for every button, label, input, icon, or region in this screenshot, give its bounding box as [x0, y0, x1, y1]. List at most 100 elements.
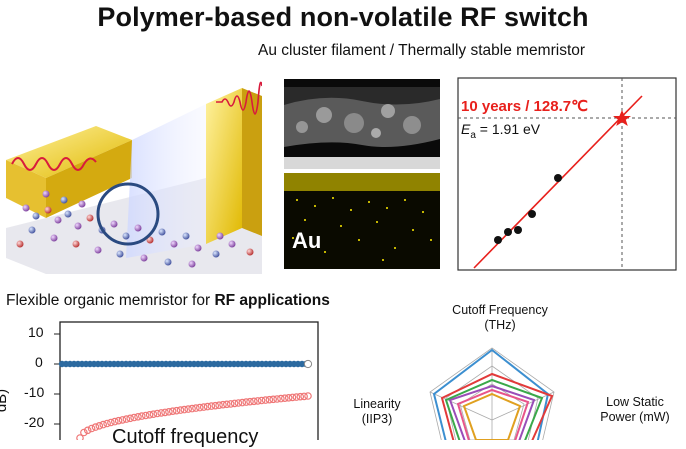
tem-eds-images: [284, 79, 440, 269]
radar-axis-cutoff: Cutoff Frequency (THz): [440, 303, 560, 333]
rf-ytick-4: -20: [24, 414, 45, 430]
insertion-point: [87, 424, 96, 433]
subtitle-bottom-bold: RF applications: [214, 292, 330, 309]
insertion-point: [292, 393, 301, 401]
radar-axis-cutoff-line1: Cutoff Frequency: [452, 303, 548, 317]
insertion-point: [165, 408, 173, 416]
insertion-point: [288, 393, 297, 402]
insertion-point: [130, 413, 138, 422]
rf-ylabel: dB): [0, 388, 11, 413]
insertion-point: [265, 395, 274, 404]
radar-axis-linearity-line1: Linearity: [353, 397, 401, 411]
insertion-point: [80, 428, 88, 437]
rf-ytick-3: -10: [24, 384, 45, 400]
insertion-point: [261, 396, 270, 404]
radar-axis-linearity-line2: (IIP3): [361, 412, 393, 426]
insertion-point: [304, 392, 312, 400]
insertion-point: [188, 404, 196, 413]
insertion-point: [215, 401, 223, 410]
device-illustration: [6, 81, 262, 274]
ea-symbol: E: [461, 121, 471, 137]
insertion-point: [230, 399, 239, 408]
insertion-point: [114, 416, 123, 425]
eds-au-signal: [284, 173, 440, 261]
insertion-point: [242, 398, 251, 406]
insertion-point: [157, 409, 166, 417]
subtitle-bottom-prefix: Flexible organic memristor for: [6, 292, 215, 309]
insertion-point: [126, 414, 135, 423]
insertion-point: [180, 405, 189, 414]
insertion-point: [246, 397, 254, 406]
insertion-point: [207, 402, 216, 410]
insertion-point: [145, 411, 154, 419]
insertion-point: [153, 409, 162, 418]
insertion-point: [172, 406, 181, 415]
radar-axis-power-line2: Power (mW): [600, 410, 670, 424]
subtitle-bottom: Flexible organic memristor for RF applic…: [6, 292, 330, 310]
insertion-point: [134, 413, 142, 421]
rf-overlay-text: Cutoff frequency: [112, 426, 259, 448]
rf-ytick-2: 0: [35, 354, 43, 370]
insertion-point: [118, 416, 127, 424]
insertion-point: [168, 407, 177, 416]
rf-transmission-plot: [54, 321, 319, 440]
insertion-point: [76, 434, 84, 440]
eds-element-label: Au: [292, 228, 322, 253]
radar-series-polygon: [456, 388, 530, 440]
radar-axis-linearity: Linearity (IIP3): [338, 397, 416, 427]
page-title: Polymer-based non-volatile RF switch: [97, 2, 589, 32]
insertion-point: [219, 400, 227, 409]
insertion-point: [184, 405, 193, 413]
filament-highlight-circle: [96, 182, 160, 246]
radar-axis-power-line1: Low Static: [606, 395, 664, 409]
rf-wave-out: [216, 81, 262, 115]
insertion-point: [280, 394, 289, 403]
insertion-point: [238, 398, 247, 407]
insertion-point: [257, 396, 266, 405]
radar-series-polygon: [448, 384, 536, 440]
insertion-point: [95, 422, 104, 430]
data-points: [494, 174, 562, 244]
insertion-point: [99, 420, 108, 429]
retention-annotation: 10 years / 128.7℃: [461, 98, 588, 115]
insertion-point: [141, 411, 150, 420]
insertion-point: [161, 408, 169, 417]
insertion-point: [122, 415, 131, 423]
radar-series-polygon: [432, 348, 550, 440]
insertion-point: [269, 395, 278, 404]
radar-series: [432, 348, 554, 440]
insertion-point: [107, 418, 115, 427]
insertion-point: [83, 426, 92, 435]
insertion-point: [196, 403, 204, 412]
radar-series-polygon: [462, 392, 522, 440]
activation-energy-label: Ea = 1.91 eV: [461, 121, 540, 141]
radar-axis-cutoff-line2: (THz): [484, 318, 516, 332]
rf-ytick-1: 10: [28, 324, 44, 340]
insertion-point: [192, 404, 200, 412]
insertion-point: [296, 392, 305, 401]
polymer-molecules: [16, 190, 254, 268]
insertion-point: [203, 402, 212, 411]
arrhenius-plot: [457, 77, 677, 271]
extrapolation-star: [613, 110, 631, 126]
isolation-endpoint: [303, 359, 313, 369]
insertion-point: [91, 423, 100, 431]
ea-value: = 1.91 eV: [475, 121, 541, 137]
insertion-loss-series: [76, 392, 312, 440]
insertion-point: [138, 412, 146, 420]
insertion-point: [284, 394, 293, 402]
radar-chart: [429, 347, 555, 440]
radar-series-polygon: [440, 372, 554, 440]
insertion-point: [223, 400, 231, 409]
subtitle-top: Au cluster filament / Thermally stable m…: [258, 42, 586, 59]
insertion-point: [211, 401, 220, 410]
insertion-point: [273, 395, 281, 403]
insertion-point: [300, 392, 308, 401]
arrhenius-frame: [457, 77, 677, 271]
radar-series-polygon: [444, 378, 544, 440]
insertion-point: [103, 419, 111, 428]
insertion-point: [176, 406, 185, 414]
ea-subscript: a: [470, 129, 476, 141]
insertion-point: [253, 397, 262, 405]
insertion-point: [234, 399, 243, 407]
